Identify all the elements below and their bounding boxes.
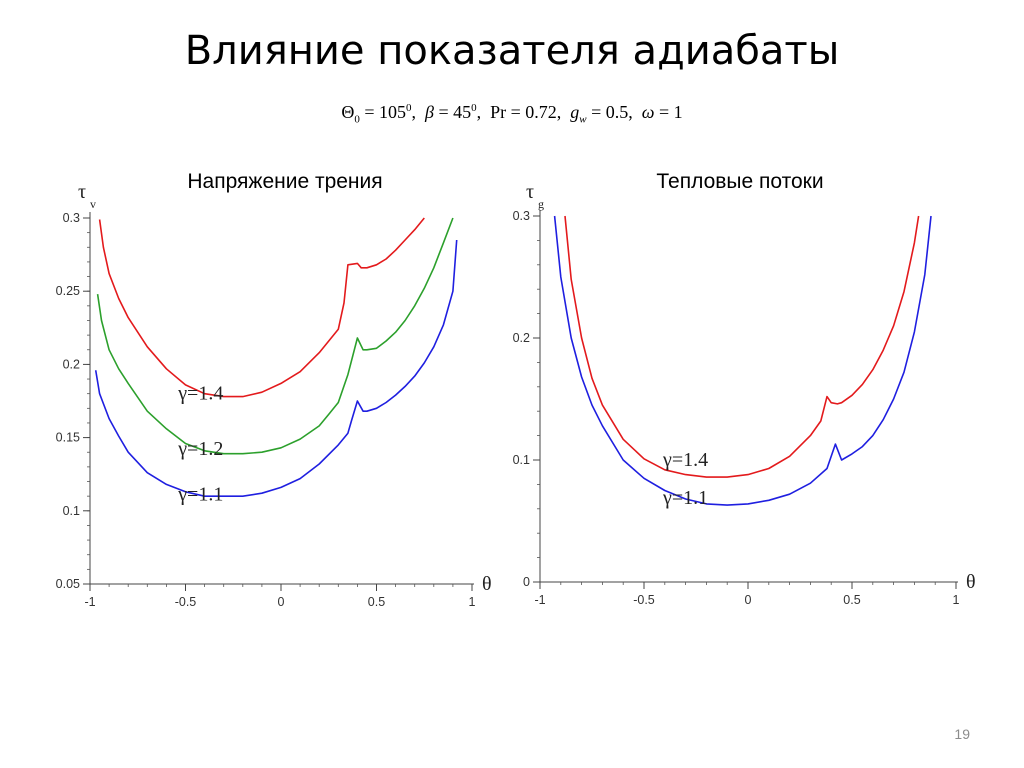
series-line-2	[96, 217, 454, 455]
beta-value: 45	[453, 102, 472, 122]
parameters-line: Θ0 = 1050, β = 450, Pr = 0.72, gw = 0.5,…	[341, 102, 683, 126]
series-line-1	[98, 217, 425, 398]
series-line-2	[553, 215, 932, 506]
degree-mark: 0	[406, 102, 412, 114]
y-axis-name: τ	[526, 181, 534, 203]
y-tick-label: 0.05	[56, 577, 80, 591]
y-tick-label: 0.25	[56, 284, 80, 298]
y-axis-subscript: v	[90, 197, 96, 211]
x-tick-label: -1	[84, 595, 95, 609]
beta-symbol: β =	[425, 102, 454, 122]
curve-label: γ=1.1	[177, 484, 223, 506]
y-tick-label: 0.15	[56, 431, 80, 445]
x-tick-label: -0.5	[175, 595, 197, 609]
y-tick-label: 0.1	[513, 453, 530, 467]
y-tick-label: 0.2	[513, 331, 530, 345]
friction-chart-title: Напряжение трения	[187, 170, 383, 193]
y-axis-name: τ	[78, 181, 86, 203]
curve-label: γ=1.4	[662, 449, 708, 471]
y-tick-label: 0.3	[63, 211, 80, 225]
x-tick-label: 0.5	[368, 595, 385, 609]
omega-symbol: ω =	[641, 102, 674, 122]
x-tick-label: 1	[953, 593, 960, 607]
degree-mark: 0	[471, 102, 477, 114]
curve-label: γ=1.4	[177, 383, 223, 405]
page-number: 19	[954, 726, 970, 742]
y-tick-label: 0.1	[63, 504, 80, 518]
slide-title: Влияние показателя адиабаты	[184, 28, 840, 74]
omega-value: 1	[673, 102, 683, 122]
x-tick-label: -0.5	[633, 593, 655, 607]
x-axis-name: θ	[966, 571, 976, 593]
friction-stress-chart: -1 -0.5 0 0.5 1 0.05 0.1 0.15 0.2 0.25 0.3 τv θ γ=1.4…	[56, 181, 492, 609]
x-tick-label: 0	[745, 593, 752, 607]
curve-label: γ=1.1	[662, 487, 708, 509]
theta0-value: 105	[379, 102, 406, 122]
y-tick-label: 0	[523, 575, 530, 589]
curve-label: γ=1.2	[177, 438, 223, 460]
y-axis-subscript: g	[538, 197, 544, 211]
x-axis-name: θ	[482, 573, 492, 595]
gw-symbol: gw =	[570, 102, 606, 126]
x-tick-label: 1	[469, 595, 476, 609]
y-tick-label: 0.3	[513, 209, 530, 223]
x-tick-label: 0	[278, 595, 285, 609]
y-tick-label: 0.2	[63, 357, 80, 371]
series-line-1	[564, 215, 920, 478]
pr-value: 0.72	[525, 102, 557, 122]
pr-symbol: Pr =	[490, 102, 526, 122]
x-tick-label: -1	[534, 593, 545, 607]
heat-flux-chart-title: Тепловые потоки	[656, 170, 824, 193]
gw-value: 0.5	[605, 102, 629, 122]
heat-flux-chart: -1 -0.5 0 0.5 1 0 0.1 0.2 0.3 τg θ γ=1.4 γ=1.1	[513, 181, 976, 607]
x-tick-label: 0.5	[843, 593, 860, 607]
theta0-symbol: Θ0 =	[341, 102, 379, 126]
series-line-3	[94, 239, 458, 497]
